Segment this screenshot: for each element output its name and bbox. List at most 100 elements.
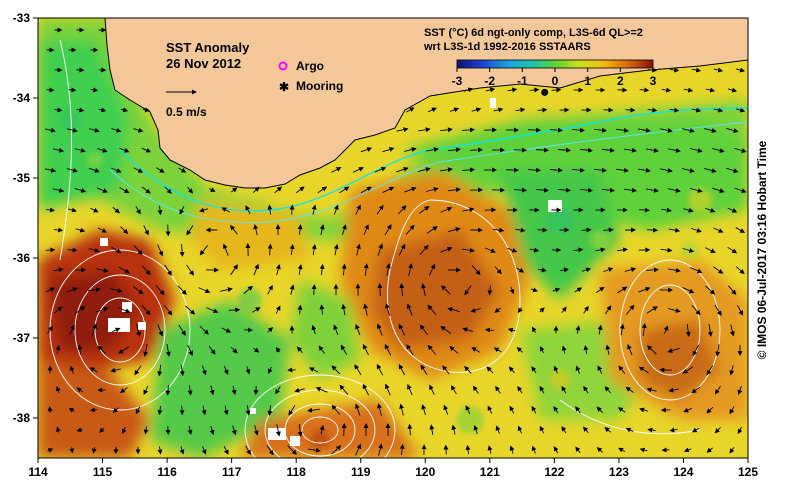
x-tick-label: 114 [28,465,48,479]
current-vector-arrow [712,187,725,193]
current-vector-arrow [581,267,592,273]
current-vector-arrow [646,345,657,355]
current-vector-arrow [46,87,55,93]
current-vector-arrow [119,387,128,394]
current-vector-arrow [341,303,347,316]
current-vector-arrow [132,286,144,295]
current-vector-arrow [575,406,581,414]
current-vector-arrow [187,186,194,194]
colorbar-tick-label: 0 [552,74,559,88]
current-vector-arrow [289,284,295,295]
current-vector-arrow [683,407,692,413]
current-vector-arrow [515,107,526,113]
current-vector-arrow [705,87,716,93]
current-vector-arrow [462,327,473,333]
mooring-marker [541,88,549,96]
current-vector-arrow [253,263,259,276]
current-vector-arrow [734,187,747,194]
current-vector-arrow [729,406,735,415]
current-vector-arrow [341,263,347,276]
current-vector-arrow [47,448,54,453]
current-vector-arrow [646,306,658,314]
current-vector-arrow [714,386,721,395]
current-vector-arrow [187,344,193,357]
current-vector-arrow [625,386,634,393]
current-vector-arrow [44,127,56,133]
current-vector-arrow [143,385,149,396]
current-vector-arrow [287,445,297,455]
current-vector-arrow [69,447,75,454]
current-vector-arrow [311,324,317,335]
current-vector-arrow [601,187,615,193]
current-vector-arrow [75,227,86,233]
current-vector-arrow [404,147,417,152]
current-vector-arrow [601,147,615,153]
current-vector-arrow [289,204,295,215]
current-vector-arrow [604,305,612,315]
current-vector-arrow [229,225,238,235]
current-vector-arrow [253,425,259,436]
current-vector-arrow [376,204,384,215]
current-vector-arrow [668,308,681,313]
current-vector-arrow [186,225,194,236]
current-vector-arrow [376,363,384,376]
current-vector-arrow [352,167,364,173]
colorbar-ticks: -3 -2 -1 0 1 2 3 [452,68,657,88]
current-vector-arrow [605,344,611,355]
current-vector-arrow [714,427,721,434]
current-vector-arrow [549,127,563,133]
current-vector-arrow [396,166,409,173]
current-vector-arrow [729,446,735,454]
current-vector-arrow [529,247,540,253]
current-vector-arrow [407,423,413,436]
current-vector-arrow [531,445,537,454]
current-vector-arrow [208,345,216,355]
current-vector-arrow [222,243,229,256]
current-vector-arrow [604,386,612,394]
current-vector-arrow [492,227,505,233]
current-vector-arrow [426,147,439,153]
current-vector-arrow [487,445,493,454]
current-vector-arrow [509,445,515,454]
current-vector-arrow [691,67,702,73]
current-vector-arrow [97,147,108,153]
missing-data-patches [100,98,562,446]
current-vector-arrow [619,323,625,336]
current-vector-arrow [141,265,151,276]
current-vector-arrow [517,307,523,314]
current-vector-arrow [111,127,122,133]
current-vector-arrow [549,167,563,173]
current-vector-arrow [616,247,628,253]
current-vector-arrow [735,67,746,73]
current-vector-arrow [682,366,693,374]
current-vector-arrow [157,446,163,455]
current-vector-arrow [735,227,746,233]
current-vector-arrow [449,107,460,113]
current-vector-arrow [470,307,481,313]
current-vector-arrow [418,127,431,133]
current-vector-arrow [429,384,435,395]
current-vector-arrow [726,167,739,173]
current-vector-arrow [583,385,589,394]
current-vector-arrow [618,365,626,375]
x-tick-label: 117 [222,465,242,479]
mooring-legend: ✱ Mooring [279,79,343,94]
current-vector-arrow [484,247,496,253]
current-vector-arrow [267,405,273,416]
current-vector-arrow [553,365,559,374]
current-vector-arrow [399,443,405,456]
mooring-marker-icon: ✱ [279,80,289,94]
current-vector-arrow [157,405,163,416]
current-vector-arrow [201,405,207,416]
y-tick-label: -35 [13,171,31,185]
current-vector-arrow [134,365,142,376]
current-vector-arrow [121,426,127,434]
current-vector-arrow [47,325,53,334]
current-vector-arrow [531,366,537,374]
current-vector-arrow [333,324,339,335]
current-vector-arrow [398,363,406,376]
x-tick-label: 121 [480,465,500,479]
current-vector-arrow [597,365,603,374]
current-vector-arrow [308,447,321,453]
current-vector-arrow [178,324,186,336]
